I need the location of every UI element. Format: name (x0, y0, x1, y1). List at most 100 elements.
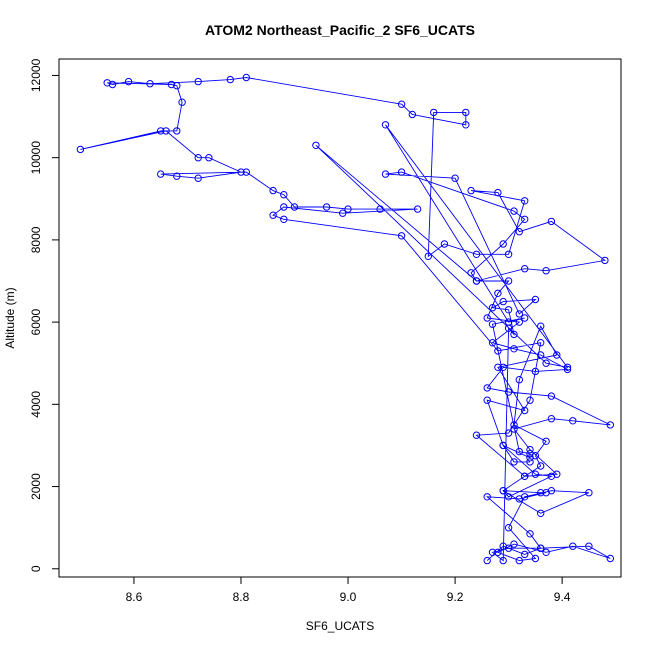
data-point (504, 277, 513, 285)
data-point (376, 205, 384, 213)
data-point (521, 197, 529, 205)
data-point (280, 203, 288, 211)
x-tick-label: 9.2 (447, 590, 464, 604)
series-line (80, 77, 611, 562)
data-point (467, 269, 475, 277)
data-point (397, 168, 406, 176)
data-point (242, 73, 251, 82)
data-point (553, 351, 561, 359)
data-point (157, 170, 165, 178)
data-point (504, 493, 513, 501)
data-point (483, 493, 491, 501)
data-point (531, 295, 540, 304)
data-point (537, 322, 545, 330)
data-point (563, 363, 572, 371)
data-point (537, 462, 545, 470)
data-point (205, 154, 213, 162)
data-point (542, 489, 550, 497)
y-tick-label: 12000 (29, 58, 43, 92)
data-point (504, 429, 513, 437)
data-point (510, 458, 518, 466)
data-point (488, 548, 497, 556)
data-point (167, 80, 176, 89)
data-point (547, 217, 556, 226)
data-point (526, 445, 534, 454)
data-point (162, 127, 170, 135)
data-point (103, 79, 111, 87)
data-point (526, 530, 534, 538)
data-point (194, 154, 202, 162)
data-point (488, 304, 497, 312)
data-point (515, 376, 523, 384)
data-point (504, 306, 513, 314)
x-tick-label: 9.4 (554, 590, 571, 604)
data-point (510, 207, 518, 215)
data-point (494, 188, 502, 197)
data-point (504, 388, 513, 396)
data-point (515, 310, 523, 318)
y-tick-label: 10000 (29, 141, 43, 175)
x-tick-label: 8.8 (233, 590, 250, 604)
data-point (537, 509, 545, 517)
data-point (515, 495, 523, 503)
data-point (344, 205, 352, 213)
data-point (521, 314, 529, 322)
data-point (472, 431, 481, 439)
data-point (397, 232, 406, 240)
x-tick-label: 8.6 (126, 590, 143, 604)
data-point (178, 98, 186, 106)
data-point (521, 265, 529, 273)
data-point (504, 318, 513, 326)
data-point (515, 318, 523, 326)
data-point (499, 240, 507, 248)
data-point (237, 168, 245, 176)
data-point (537, 339, 545, 347)
data-point (322, 203, 331, 211)
data-point (504, 250, 513, 259)
data-point (521, 215, 529, 224)
data-point (547, 472, 556, 480)
data-point (531, 554, 540, 563)
data-point (521, 550, 529, 559)
data-point (173, 82, 181, 90)
data-point (424, 252, 432, 260)
data-point (515, 447, 523, 456)
y-tick-label: 6000 (29, 308, 43, 335)
data-point (499, 297, 507, 306)
plot-frame (58, 58, 622, 578)
y-tick-label: 0 (29, 565, 43, 572)
data-point (440, 240, 449, 248)
data-point (397, 100, 406, 108)
y-tick-label: 4000 (29, 391, 43, 418)
data-point (510, 540, 518, 548)
data-point (157, 127, 165, 135)
data-point (547, 392, 556, 400)
data-point (526, 450, 534, 458)
data-point (269, 186, 277, 195)
data-point (542, 437, 550, 445)
data-point (483, 556, 491, 565)
data-point (499, 363, 507, 371)
data-point (510, 345, 518, 353)
data-point (547, 415, 556, 423)
data-point (542, 548, 550, 556)
data-point (226, 75, 235, 84)
data-point (531, 470, 540, 478)
data-point (339, 209, 347, 217)
data-point (569, 542, 577, 550)
data-point (494, 289, 502, 297)
data-point (499, 441, 507, 450)
data-point (526, 458, 534, 466)
data-point (569, 417, 577, 425)
data-point (467, 186, 475, 195)
data-point (499, 556, 507, 565)
chart-title: ATOM2 Northeast_Pacific_2 SF6_UCATS (205, 22, 475, 38)
data-point (472, 277, 481, 285)
data-point (585, 542, 593, 550)
data-point (510, 425, 518, 433)
data-point (430, 108, 438, 117)
data-point (488, 339, 497, 347)
data-point (462, 121, 470, 129)
data-point (515, 228, 523, 236)
